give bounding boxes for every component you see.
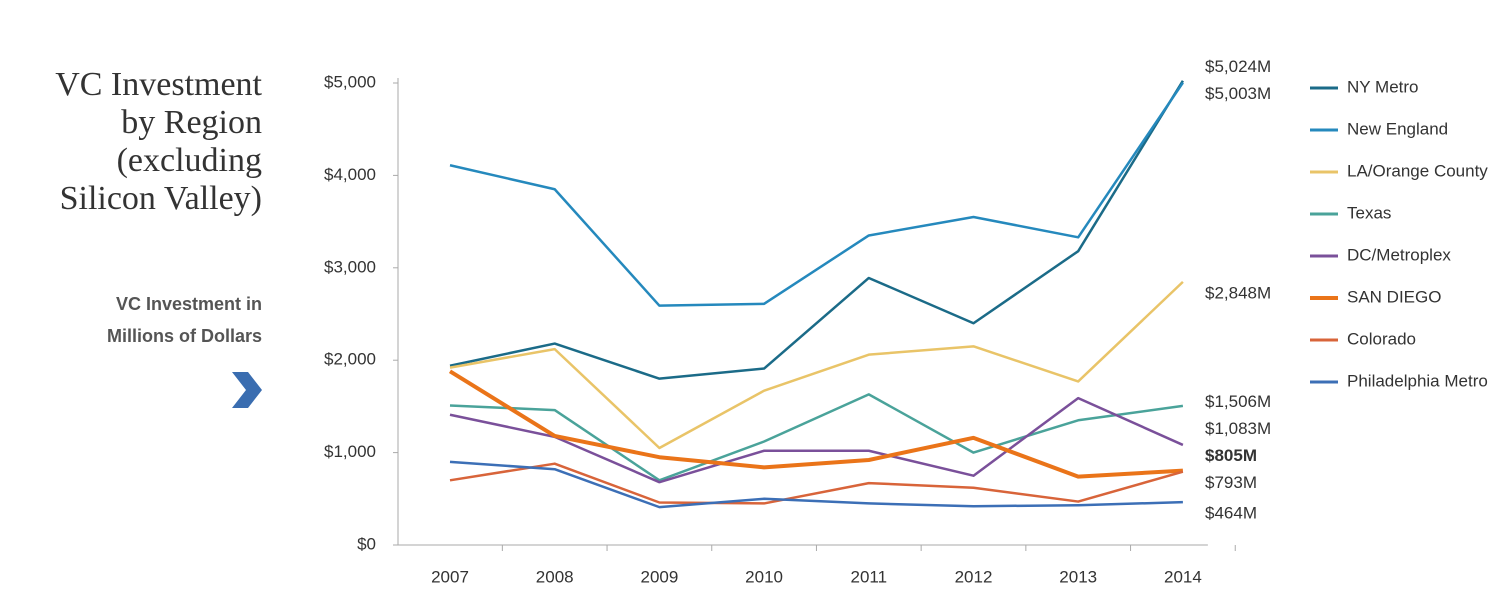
legend-label: LA/Orange County (1347, 161, 1488, 180)
chart-title: VC Investment by Region (excluding Silic… (55, 66, 262, 217)
y-tick-label: $4,000 (324, 165, 376, 184)
value-label: $1,083M (1205, 419, 1271, 438)
value-label: $805M (1205, 446, 1257, 465)
legend-label: SAN DIEGO (1347, 287, 1441, 306)
series-line (449, 462, 1184, 505)
x-tick-label: 2011 (851, 567, 888, 586)
value-label: $2,848M (1205, 283, 1271, 302)
value-label: $5,024M (1205, 57, 1271, 76)
x-tick-label: 2007 (431, 567, 469, 586)
chart-subtitle: VC Investment in Millions of Dollars (106, 294, 262, 346)
y-tick-label: $1,000 (324, 442, 376, 461)
x-tick-label: 2014 (1164, 567, 1202, 586)
legend-label: Texas (1347, 203, 1391, 222)
y-tick-label: $0 (357, 534, 376, 553)
series-line (448, 369, 1184, 479)
series-line (449, 80, 1184, 380)
legend-label: Philadelphia Metro (1347, 371, 1488, 390)
series-line (449, 280, 1184, 450)
legend-label: New England (1347, 119, 1448, 138)
legend-label: DC/Metroplex (1347, 245, 1451, 264)
series-line (449, 82, 1184, 307)
y-tick-label: $3,000 (324, 257, 376, 276)
x-tick-label: 2009 (640, 567, 678, 586)
series-line (449, 460, 1183, 509)
y-tick-label: $2,000 (324, 350, 376, 369)
x-tick-label: 2013 (1059, 567, 1097, 586)
x-tick-label: 2012 (955, 567, 993, 586)
y-tick-label: $5,000 (324, 72, 376, 91)
value-label: $793M (1205, 473, 1257, 492)
value-label: $5,003M (1205, 84, 1271, 103)
chevron-icon (232, 372, 262, 408)
legend-label: NY Metro (1347, 77, 1419, 96)
x-tick-label: 2008 (536, 567, 574, 586)
legend-label: Colorado (1347, 329, 1416, 348)
series-line (449, 396, 1184, 484)
value-label: $464M (1205, 504, 1257, 523)
series-line (449, 393, 1184, 482)
value-label: $1,506M (1205, 392, 1271, 411)
x-tick-label: 2010 (745, 567, 783, 586)
